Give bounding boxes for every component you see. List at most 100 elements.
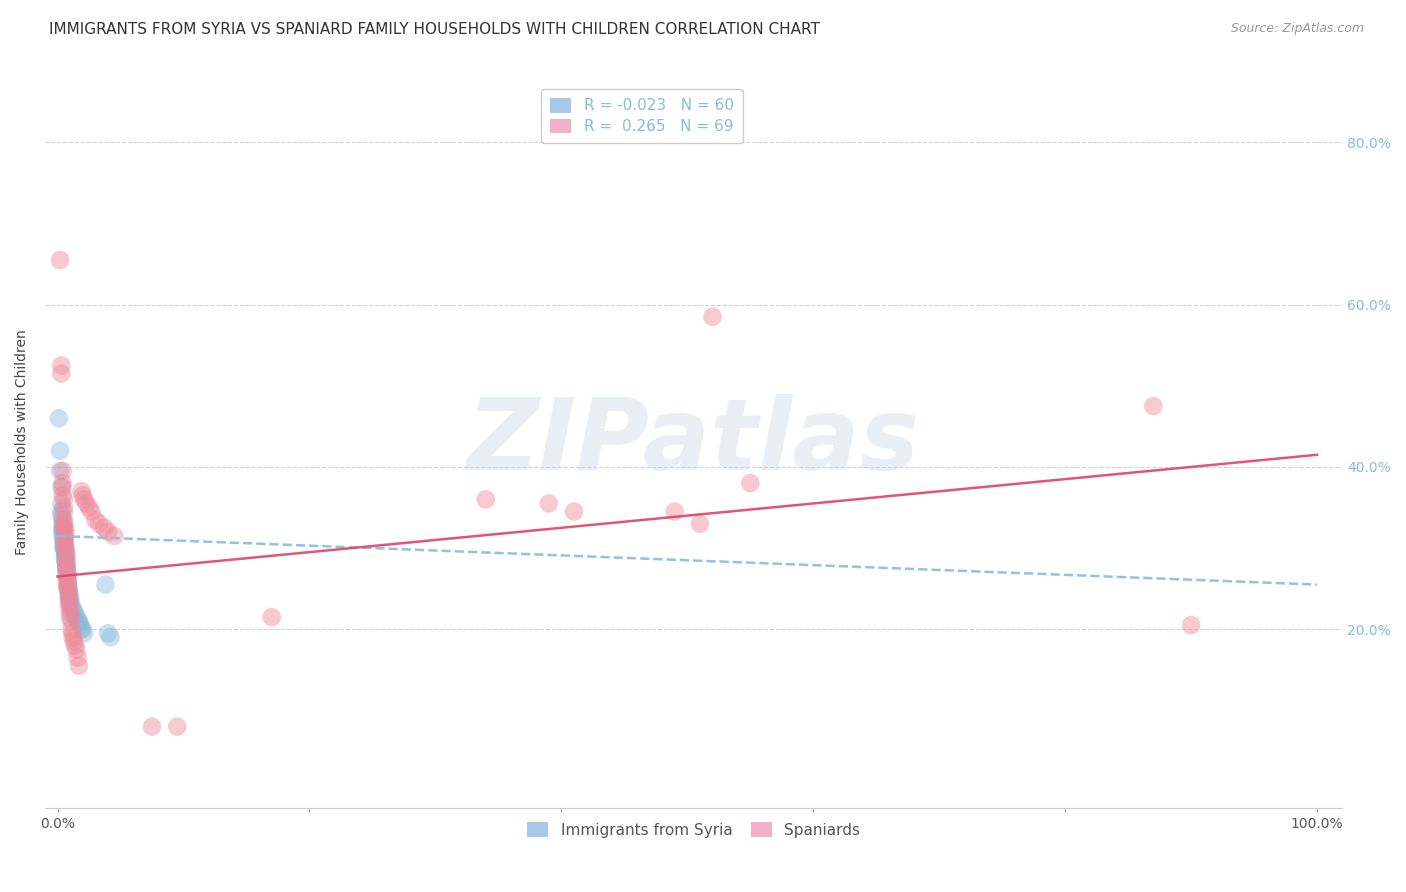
Point <box>51 505 73 519</box>
Point <box>59 594 82 608</box>
Point <box>49 464 72 478</box>
Point <box>93 521 115 535</box>
Point <box>1180 618 1202 632</box>
Point <box>53 537 76 551</box>
Point <box>166 720 188 734</box>
Point <box>70 484 93 499</box>
Point <box>56 566 79 580</box>
Point <box>53 541 76 555</box>
Text: Source: ZipAtlas.com: Source: ZipAtlas.com <box>1230 22 1364 36</box>
Point <box>59 598 82 612</box>
Point <box>689 516 711 531</box>
Point <box>73 626 96 640</box>
Point <box>59 606 82 620</box>
Point <box>52 476 75 491</box>
Point <box>740 476 762 491</box>
Point <box>52 480 75 494</box>
Point <box>66 614 89 628</box>
Point <box>58 585 80 599</box>
Point <box>1142 399 1164 413</box>
Point <box>53 553 76 567</box>
Legend: Immigrants from Syria, Spaniards: Immigrants from Syria, Spaniards <box>520 816 866 844</box>
Point <box>55 561 77 575</box>
Point <box>52 537 75 551</box>
Point <box>141 720 163 734</box>
Point <box>65 642 87 657</box>
Point <box>76 496 98 510</box>
Point <box>52 513 75 527</box>
Text: ZIPatlas: ZIPatlas <box>467 394 920 491</box>
Point <box>62 626 84 640</box>
Point <box>56 574 79 588</box>
Point <box>51 367 73 381</box>
Point <box>65 610 87 624</box>
Point <box>52 521 75 535</box>
Point <box>49 252 72 267</box>
Point <box>60 622 83 636</box>
Point <box>55 561 77 575</box>
Point <box>51 508 73 523</box>
Point <box>52 464 75 478</box>
Point <box>52 516 75 531</box>
Point <box>55 561 77 575</box>
Point <box>58 582 80 596</box>
Point <box>56 574 79 588</box>
Point <box>52 541 75 555</box>
Point <box>55 553 77 567</box>
Point <box>664 505 686 519</box>
Point <box>52 529 75 543</box>
Point <box>260 610 283 624</box>
Point <box>51 480 73 494</box>
Point <box>58 590 80 604</box>
Point <box>84 513 107 527</box>
Point <box>58 590 80 604</box>
Point <box>52 492 75 507</box>
Point <box>702 310 724 324</box>
Point <box>53 545 76 559</box>
Point <box>94 577 117 591</box>
Point <box>56 577 79 591</box>
Point <box>89 516 111 531</box>
Point <box>73 492 96 507</box>
Point <box>67 658 90 673</box>
Point <box>100 631 122 645</box>
Point <box>52 533 75 547</box>
Point <box>52 533 75 547</box>
Point <box>56 569 79 583</box>
Point <box>66 650 89 665</box>
Point <box>80 505 103 519</box>
Point <box>72 488 94 502</box>
Point <box>52 533 75 547</box>
Point <box>53 545 76 559</box>
Point <box>53 549 76 564</box>
Point <box>52 521 75 535</box>
Point <box>55 558 77 572</box>
Point <box>69 618 91 632</box>
Point <box>51 496 73 510</box>
Point <box>70 622 93 636</box>
Point <box>58 585 80 599</box>
Point <box>60 614 83 628</box>
Point <box>62 631 84 645</box>
Point <box>52 505 75 519</box>
Point <box>52 541 75 555</box>
Point <box>55 569 77 583</box>
Point <box>59 602 82 616</box>
Point <box>49 443 72 458</box>
Point <box>59 590 82 604</box>
Y-axis label: Family Households with Children: Family Households with Children <box>15 330 30 556</box>
Point <box>60 598 83 612</box>
Point <box>52 524 75 539</box>
Point <box>53 541 76 555</box>
Point <box>52 488 75 502</box>
Point <box>56 577 79 591</box>
Point <box>48 411 70 425</box>
Point <box>55 566 77 580</box>
Point <box>53 549 76 564</box>
Point <box>56 577 79 591</box>
Point <box>55 569 77 583</box>
Point <box>56 582 79 596</box>
Point <box>97 524 120 539</box>
Point <box>53 521 76 535</box>
Point <box>55 558 77 572</box>
